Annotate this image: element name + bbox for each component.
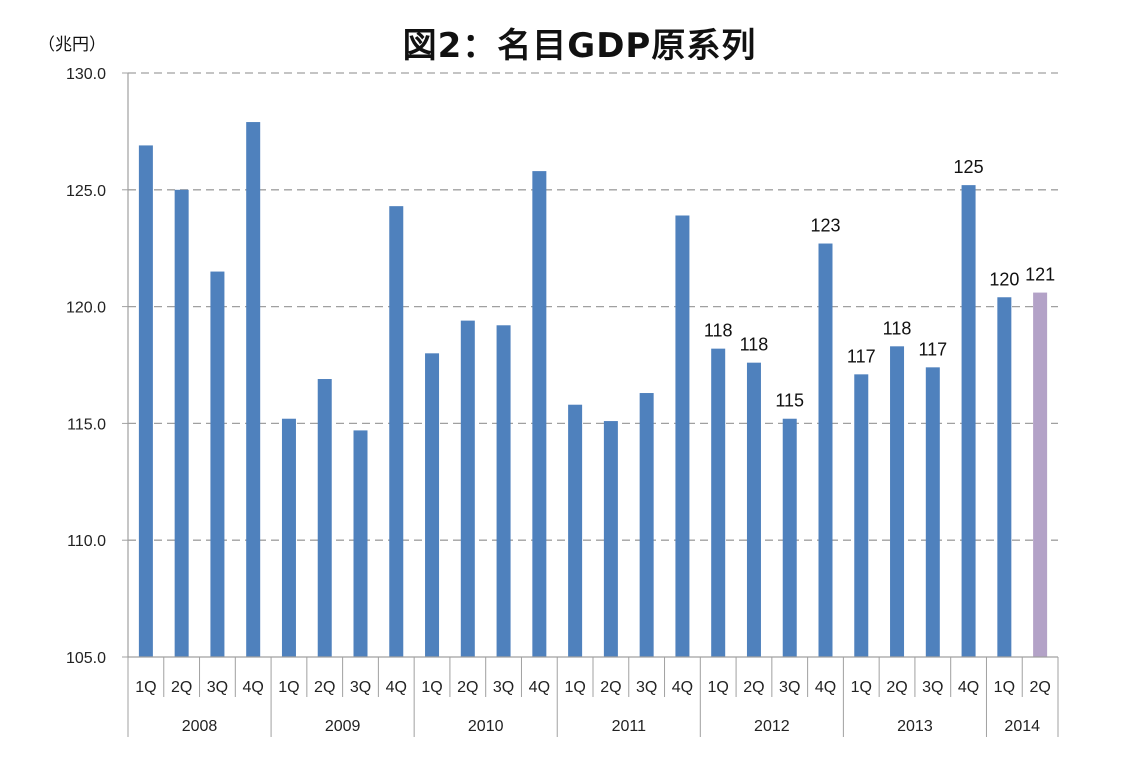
x-tick-quarter: 3Q [493,679,514,696]
x-tick-quarter: 1Q [708,679,729,696]
y-tick-label: 125.0 [66,183,106,200]
x-tick-quarter: 1Q [278,679,299,696]
x-tick-quarter: 2Q [314,679,335,696]
data-label: 117 [918,339,947,359]
bars [138,122,1048,658]
bar-2010-2Q [460,320,475,657]
x-tick-quarter: 2Q [1029,679,1050,696]
x-tick-quarter: 2Q [600,679,621,696]
data-label: 115 [775,391,804,411]
bar-2013-1Q [854,374,869,657]
x-tick-quarter: 3Q [636,679,657,696]
bar-2010-4Q [532,171,547,657]
bar-2010-3Q [496,325,511,657]
x-tick-quarter: 3Q [922,679,943,696]
y-tick-label: 115.0 [67,416,106,433]
bar-2010-1Q [425,353,440,657]
x-tick-year: 2013 [897,718,933,735]
bar-2011-1Q [568,404,583,657]
bar-2014-2Q [1033,292,1048,657]
x-tick-year: 2009 [325,718,361,735]
x-tick-quarter: 4Q [529,679,550,696]
y-tick-label: 110.0 [67,533,106,550]
x-tick-year: 2008 [182,718,218,735]
x-tick-quarter: 4Q [815,679,836,696]
x-tick-year: 2014 [1004,718,1040,735]
x-tick-quarter: 1Q [564,679,585,696]
data-labels: 118 118 115 123 117 118 117 125 120 121 [704,157,1055,411]
bar-2009-4Q [389,206,404,658]
x-tick-quarter: 3Q [350,679,371,696]
bar-2009-1Q [281,418,296,657]
bar-2012-1Q [711,348,726,657]
x-tick-quarter: 1Q [994,679,1015,696]
bar-2009-2Q [317,379,332,657]
bar-2008-2Q [174,189,189,658]
data-label: 123 [810,216,840,236]
y-tick-label: 105.0 [66,650,106,667]
data-label: 120 [989,269,1019,289]
x-tick-quarter: 4Q [672,679,693,696]
bar-2011-4Q [675,215,690,657]
x-tick-quarter: 4Q [386,679,407,696]
x-tick-year: 2011 [612,718,647,735]
data-label: 125 [954,157,984,177]
bar-2013-2Q [890,346,905,657]
x-tick-quarter: 1Q [135,679,156,696]
x-tick-quarter: 3Q [779,679,800,696]
data-label: 117 [847,346,876,366]
bar-2012-4Q [818,243,833,657]
bar-2012-3Q [782,418,797,657]
x-tick-year: 2010 [468,718,504,735]
x-tick-quarter: 2Q [457,679,478,696]
chart-title: 図2：名目GDP原系列 [402,26,757,66]
y-tick-label: 130.0 [66,66,106,83]
bar-2008-3Q [210,271,225,657]
x-tick-quarter: 4Q [243,679,264,696]
data-label: 118 [883,318,912,338]
bar-2011-2Q [603,421,618,657]
bar-2013-4Q [961,185,976,658]
x-tick-quarter: 1Q [851,679,872,696]
data-label: 118 [704,321,733,341]
y-axis-unit-label: （兆円） [38,35,106,55]
bar-2011-3Q [639,393,654,657]
x-tick-quarter: 4Q [958,679,979,696]
bar-2013-3Q [925,367,940,657]
data-label: 118 [740,335,769,355]
x-tick-quarter: 2Q [171,679,192,696]
x-tick-quarter: 2Q [886,679,907,696]
bar-2009-3Q [353,430,368,657]
bar-2014-1Q [997,297,1012,657]
x-axis: 1Q 2Q 3Q 4Q 2008 1Q 2Q 3Q 4Q 2009 1Q 2Q 3Q 4Q 2010 1Q 2Q… [127,656,1059,737]
data-label: 121 [1025,265,1055,285]
bar-2008-1Q [138,145,153,657]
x-tick-quarter: 1Q [421,679,442,696]
x-tick-quarter: 3Q [207,679,228,696]
y-tick-label: 120.0 [66,300,106,317]
bar-2008-4Q [246,122,261,657]
bar-2012-2Q [746,362,761,657]
x-tick-quarter: 2Q [743,679,764,696]
gridlines [128,72,1058,541]
y-axis: 105.0 110.0 115.0 120.0 125.0 130.0 [66,66,129,667]
x-tick-year: 2012 [754,718,790,735]
